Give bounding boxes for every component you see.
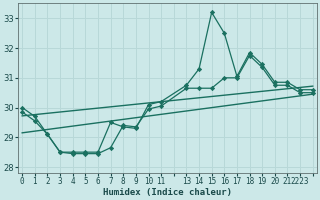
- X-axis label: Humidex (Indice chaleur): Humidex (Indice chaleur): [103, 188, 232, 197]
